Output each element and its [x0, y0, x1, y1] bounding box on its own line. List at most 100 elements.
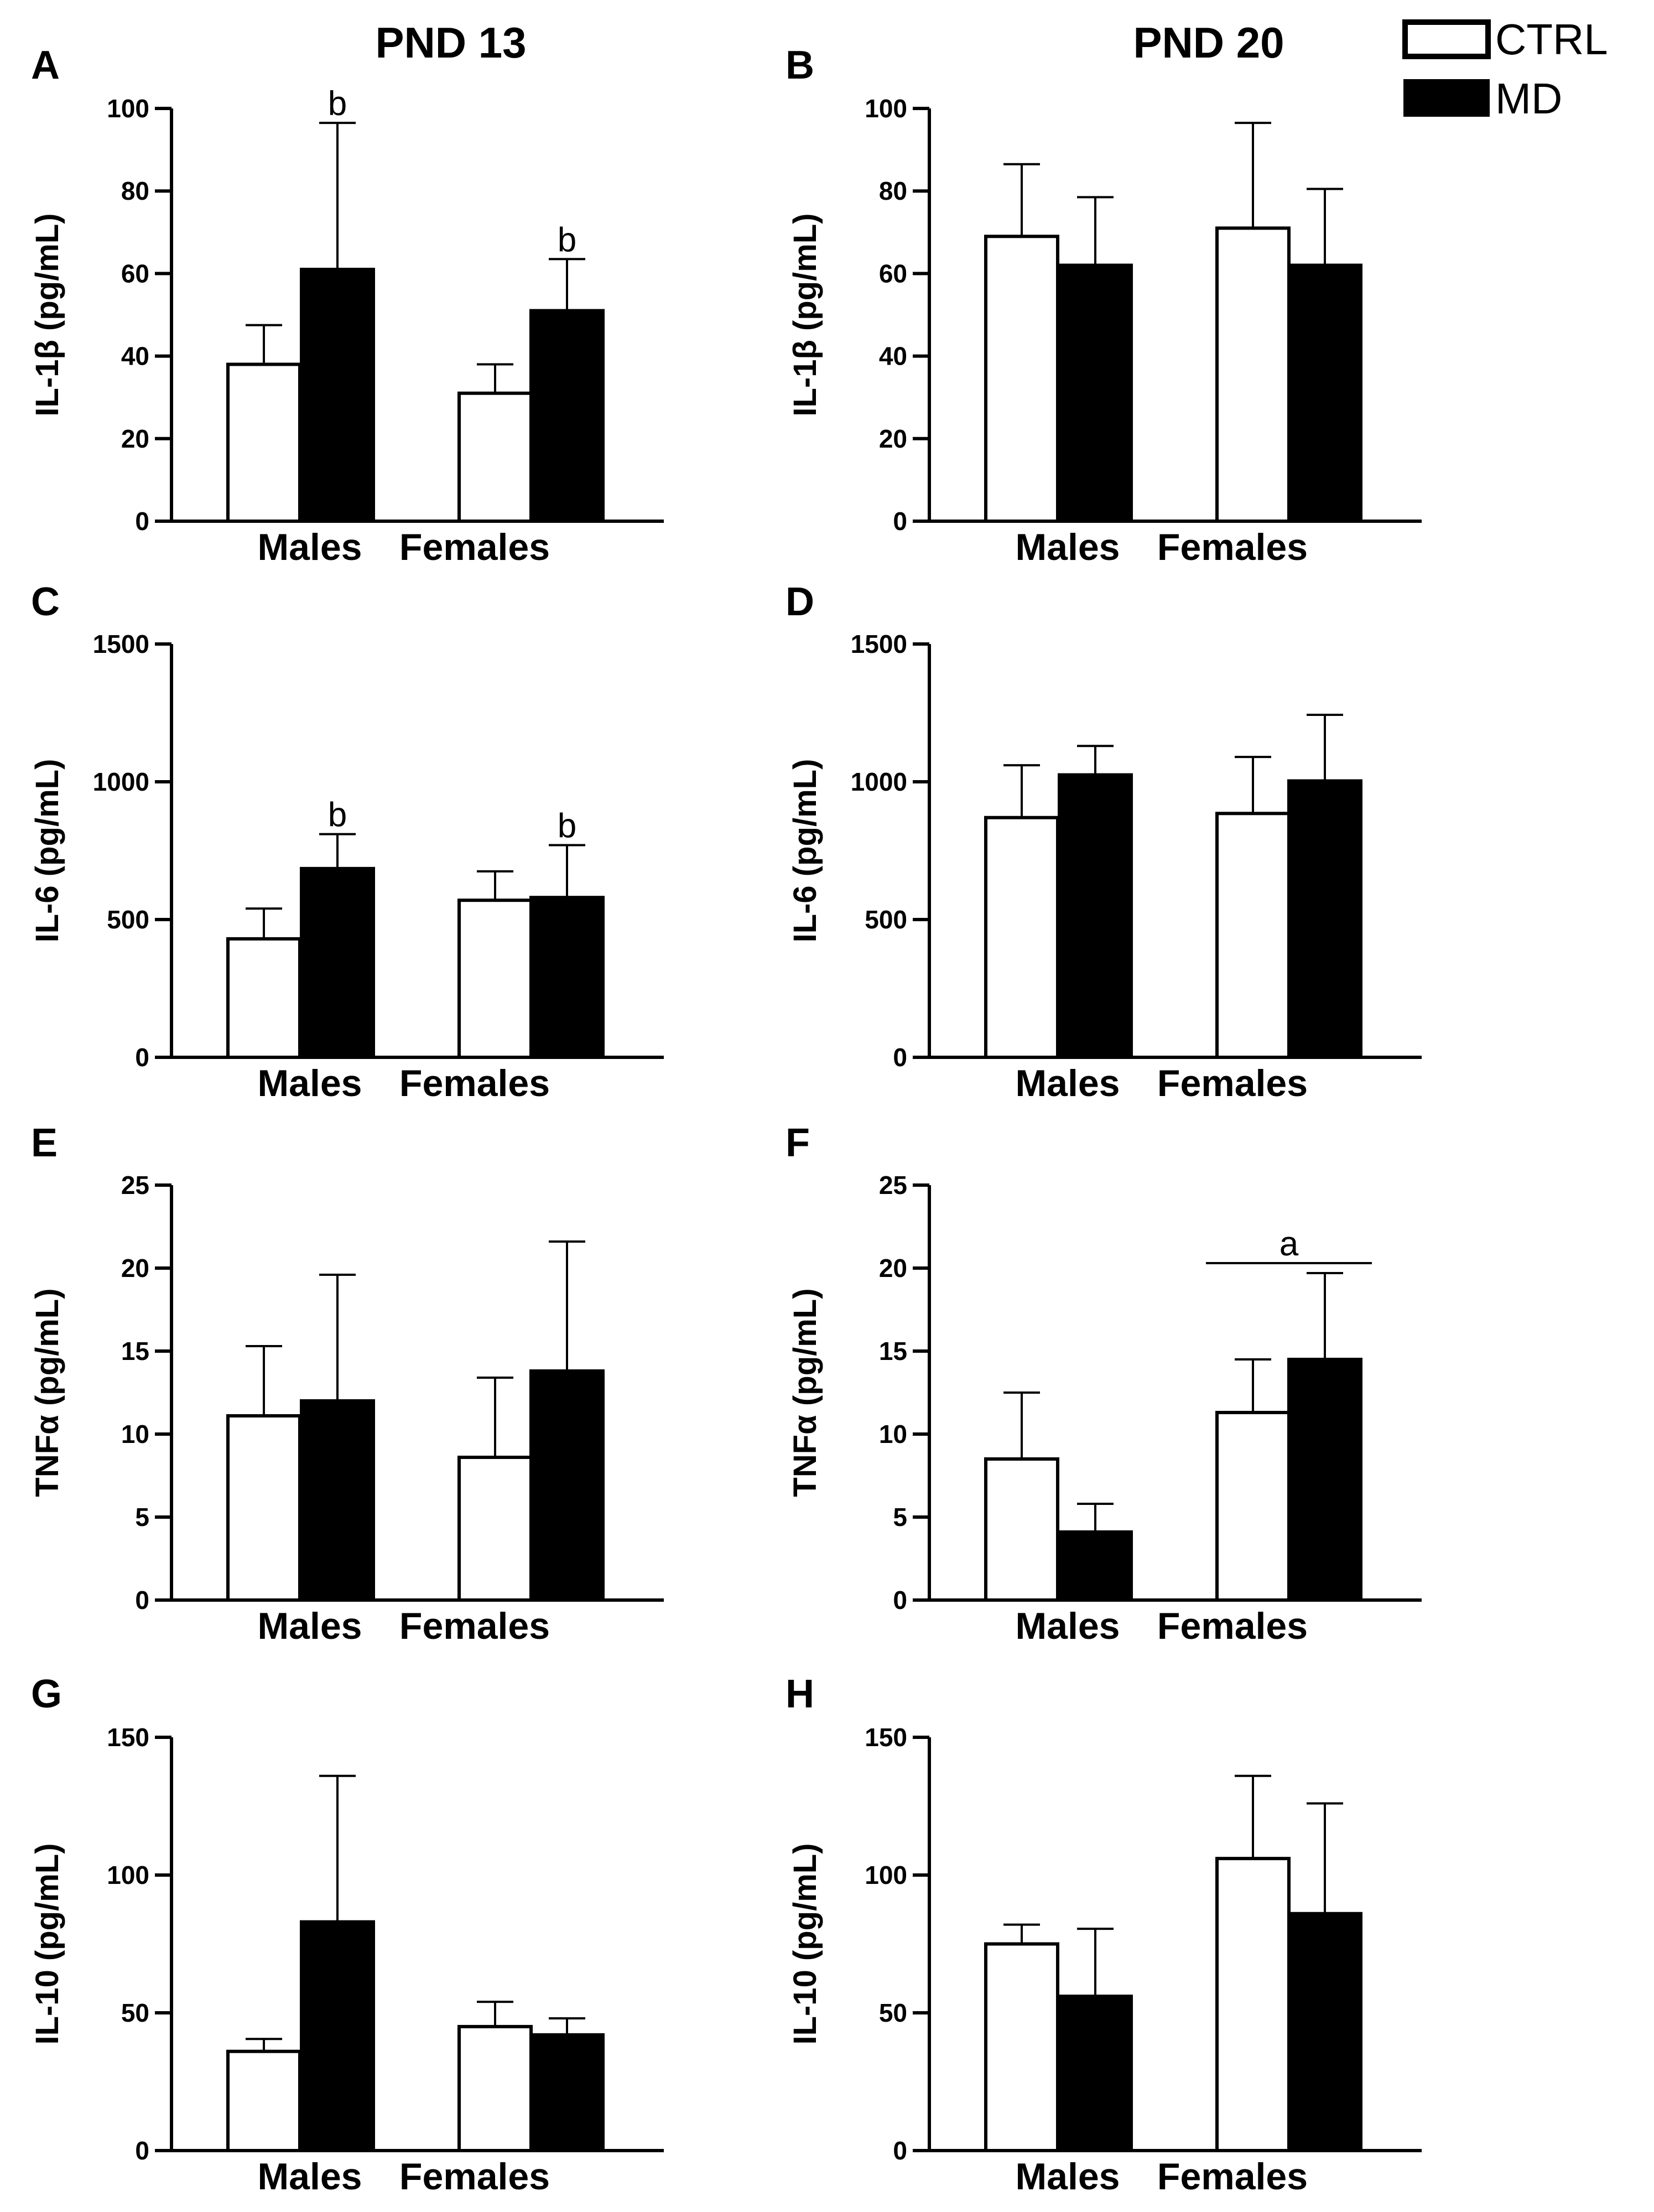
bar-md-females: [529, 309, 605, 523]
bar-md-females: [529, 896, 605, 1060]
bar-ctrl-males: [226, 362, 301, 523]
panel-a: A IL-1β (pg/mL) 0 20 40 60 80 100 b b Males Females: [29, 43, 664, 568]
legend-label-ctrl: CTRL: [1495, 15, 1608, 64]
y-tick-label: 20: [879, 1254, 907, 1282]
panel-letter: A: [31, 43, 60, 87]
y-tick-label: 100: [107, 1861, 149, 1889]
y-axis-label: IL-6 (pg/mL): [29, 759, 65, 943]
panel-b: B IL-1β (pg/mL) 0 20 40 60 80 100 Males Females: [786, 43, 1422, 568]
y-tick-label: 25: [879, 1171, 907, 1200]
y-tick-label: 1000: [851, 767, 907, 796]
y-tick-label: 100: [107, 94, 149, 123]
y-tick-label: 0: [135, 1586, 149, 1614]
significance-label: a: [1279, 1225, 1299, 1263]
y-tick-label: 500: [107, 905, 149, 934]
x-category-label-females: Females: [1157, 1605, 1308, 1647]
bar-md-males: [1058, 1995, 1133, 2153]
legend-swatch-md: [1403, 79, 1490, 117]
y-axis-label: IL-1β (pg/mL): [29, 213, 65, 416]
x-category-label-males: Males: [1016, 1062, 1120, 1104]
panel-letter: E: [31, 1121, 58, 1165]
y-tick-label: 50: [879, 1998, 907, 2027]
y-tick-label: 15: [121, 1337, 149, 1365]
panel-letter: B: [786, 43, 814, 87]
bar-md-males: [300, 1399, 375, 1602]
y-tick-label: 0: [135, 1043, 149, 1072]
y-tick-label: 40: [879, 342, 907, 371]
bar-md-females: [1287, 1912, 1362, 2152]
y-tick-label: 150: [107, 1723, 149, 1752]
bar-md-females: [1287, 779, 1362, 1059]
bar-md-females: [1287, 263, 1362, 523]
y-tick-label: 40: [121, 342, 149, 371]
panel-g: G IL-10 (pg/mL) 0 50 100 150 Males Females: [29, 1672, 664, 2198]
significance-label: b: [558, 807, 576, 845]
legend-label-md: MD: [1495, 74, 1562, 123]
x-category-label-females: Females: [1157, 1062, 1308, 1104]
panel-letter: F: [786, 1121, 810, 1165]
significance-label: b: [328, 85, 347, 123]
y-axis-label: IL-10 (pg/mL): [787, 1843, 823, 2044]
y-tick-label: 80: [121, 176, 149, 205]
panel-e: E TNFα (pg/mL) 0 5 10 15 20 25 Males Females: [29, 1121, 664, 1647]
significance-label: b: [328, 796, 347, 834]
bar-md-females: [529, 1369, 605, 1602]
x-category-label-males: Males: [258, 1062, 362, 1104]
bar-ctrl-females: [1215, 226, 1291, 523]
y-tick-label: 80: [879, 176, 907, 205]
x-category-label-females: Females: [399, 2156, 550, 2198]
y-tick-label: 150: [865, 1723, 907, 1752]
bar-md-males: [1058, 1530, 1133, 1602]
x-category-label-males: Males: [258, 2156, 362, 2198]
y-tick-label: 1000: [93, 767, 149, 796]
column-title-pnd20: PND 20: [1133, 18, 1284, 67]
panel-letter: G: [31, 1672, 62, 1716]
y-tick-label: 0: [135, 2136, 149, 2165]
y-tick-label: 0: [893, 1586, 907, 1614]
y-tick-label: 100: [865, 1861, 907, 1889]
y-tick-label: 50: [121, 1998, 149, 2027]
bar-ctrl-females: [457, 1456, 533, 1602]
bar-md-males: [1058, 773, 1133, 1060]
y-tick-label: 100: [865, 94, 907, 123]
y-tick-label: 25: [121, 1171, 149, 1200]
x-category-label-females: Females: [399, 1605, 550, 1647]
y-tick-label: 0: [135, 507, 149, 536]
x-category-label-females: Females: [399, 526, 550, 568]
significance-label: b: [558, 221, 576, 259]
bar-ctrl-males: [984, 1457, 1059, 1602]
legend-swatch-ctrl: [1402, 19, 1491, 59]
bar-md-males: [300, 267, 375, 523]
bar-md-females: [1287, 1358, 1362, 1602]
bar-md-females: [529, 2033, 605, 2153]
y-tick-label: 10: [879, 1420, 907, 1448]
bar-ctrl-females: [457, 391, 533, 523]
x-category-label-males: Males: [1016, 526, 1120, 568]
panel-h: H IL-10 (pg/mL) 0 50 100 150 Males Females: [786, 1672, 1422, 2198]
x-category-label-males: Males: [258, 1605, 362, 1647]
panel-letter: H: [786, 1672, 814, 1716]
y-tick-label: 5: [893, 1503, 907, 1531]
y-axis-label: IL-1β (pg/mL): [787, 213, 823, 416]
panel-c: C IL-6 (pg/mL) 0 500 1000 1500 b b Males Females: [29, 580, 664, 1104]
x-category-label-females: Females: [1157, 2156, 1308, 2198]
x-category-label-females: Females: [1157, 526, 1308, 568]
bar-ctrl-females: [1215, 1857, 1291, 2153]
y-axis-label: TNFα (pg/mL): [787, 1288, 823, 1497]
x-category-label-males: Males: [1016, 1605, 1120, 1647]
bar-ctrl-females: [1215, 812, 1291, 1060]
y-tick-label: 0: [893, 2136, 907, 2165]
x-category-label-females: Females: [399, 1062, 550, 1104]
y-axis-label: IL-10 (pg/mL): [29, 1843, 65, 2044]
y-tick-label: 20: [879, 424, 907, 453]
bar-ctrl-males: [226, 1414, 301, 1602]
column-title-pnd13: PND 13: [375, 18, 526, 67]
legend: CTRL MD: [1402, 15, 1608, 123]
panel-letter: C: [31, 580, 60, 624]
bar-md-males: [300, 866, 375, 1059]
panel-letter: D: [786, 580, 814, 624]
bar-ctrl-males: [984, 816, 1059, 1059]
bar-ctrl-females: [1215, 1411, 1291, 1602]
